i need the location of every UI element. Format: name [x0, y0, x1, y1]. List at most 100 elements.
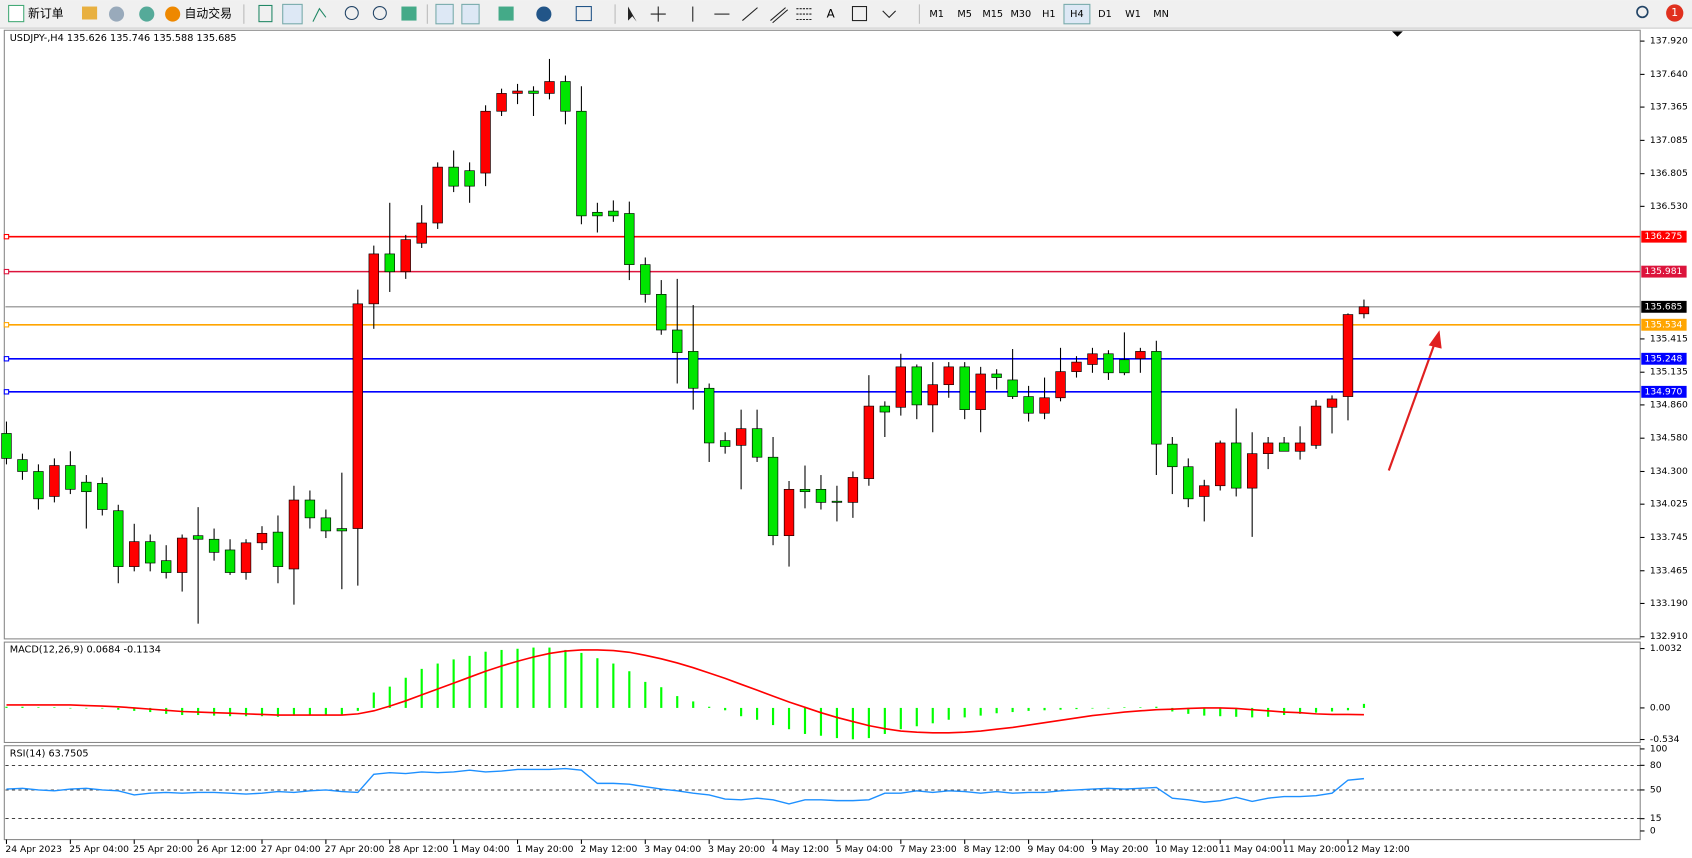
y-tick-label: 135.135 — [1650, 367, 1688, 378]
macd-bar — [899, 707, 902, 730]
tile-windows[interactable] — [401, 6, 417, 21]
indicators[interactable] — [498, 6, 514, 21]
candle-body — [640, 264, 651, 295]
new-order-icon[interactable] — [8, 4, 25, 23]
timeframe-button[interactable]: M15 — [982, 9, 1003, 20]
candle-body — [336, 528, 348, 532]
x-tick-label: 10 May 12:00 — [1155, 844, 1218, 855]
candle-body — [528, 90, 539, 94]
x-tick-label: 25 Apr 20:00 — [133, 844, 193, 855]
macd-bar — [1235, 707, 1238, 717]
new-order-button[interactable]: 新订单 — [28, 7, 64, 21]
cursor-tool[interactable] — [628, 6, 637, 22]
channel-tool[interactable] — [770, 7, 789, 24]
candle-body — [240, 542, 252, 573]
macd-bar — [308, 707, 311, 716]
x-tick-label: 9 May 20:00 — [1091, 844, 1148, 855]
fibo-tool[interactable] — [796, 8, 812, 21]
chart-type-candle[interactable] — [282, 3, 303, 25]
macd-bar — [53, 707, 56, 708]
notification-badge[interactable] — [1666, 4, 1684, 22]
timeframe-button[interactable]: H4 — [1070, 9, 1083, 20]
zoom-out[interactable] — [372, 5, 387, 21]
macd-bar — [21, 706, 24, 708]
candle-body — [783, 488, 795, 537]
auto-trading-icon[interactable] — [165, 6, 181, 22]
level-label: 135.534 — [1645, 319, 1683, 330]
candle-body — [656, 294, 667, 331]
timeframe-button[interactable]: M30 — [1010, 9, 1031, 20]
candle-body — [560, 81, 571, 112]
timeframe-button[interactable]: M5 — [957, 9, 972, 20]
candle-body — [416, 222, 427, 244]
timeframe-button[interactable]: D1 — [1098, 9, 1112, 20]
level-label: 134.970 — [1645, 386, 1683, 397]
toolbar-icon[interactable] — [139, 6, 155, 22]
candle-body — [480, 110, 491, 174]
candle-body — [1310, 405, 1322, 446]
notification-count: 1 — [1671, 6, 1678, 19]
macd-bar — [628, 671, 631, 708]
x-tick-label: 12 May 12:00 — [1347, 844, 1410, 855]
chart-shift[interactable] — [461, 3, 480, 25]
macd-bar — [1059, 707, 1062, 710]
macd-bar — [276, 707, 280, 717]
trendline-tool[interactable] — [742, 7, 758, 21]
macd-bar — [532, 647, 535, 708]
chart-type-bar[interactable] — [258, 4, 273, 23]
y-tick-label: 132.910 — [1650, 631, 1688, 642]
macd-bar — [740, 707, 743, 717]
auto-trading-button[interactable]: 自动交易 — [185, 7, 232, 21]
candle-body — [751, 428, 763, 458]
y-tick-label: 134.025 — [1650, 499, 1688, 510]
candle-body — [1326, 398, 1338, 408]
y-tick-label: 137.640 — [1650, 69, 1688, 80]
timeframe-button[interactable]: M1 — [929, 9, 944, 20]
templates[interactable] — [575, 5, 592, 22]
search[interactable] — [1636, 5, 1649, 19]
y-tick-label: 133.190 — [1650, 598, 1688, 609]
candle-body — [1087, 353, 1098, 365]
level-label-box — [1641, 318, 1687, 331]
macd-bar — [292, 707, 296, 716]
macd-bar — [1314, 707, 1318, 713]
candle-body — [448, 166, 459, 187]
macd-bar — [676, 696, 679, 708]
level-label: 135.981 — [1645, 266, 1683, 277]
macd-bar — [692, 701, 695, 708]
candle-body — [847, 477, 859, 503]
candle-body — [688, 351, 699, 389]
crosshair-tool[interactable] — [650, 6, 666, 22]
candle-body — [1119, 359, 1130, 374]
macd-bar — [484, 651, 487, 708]
toolbar-icon[interactable] — [108, 6, 125, 22]
level-handle — [3, 268, 10, 275]
rsi-title: RSI(14) 63.7505 — [10, 748, 89, 759]
autoscroll[interactable] — [435, 3, 454, 25]
timeframe-button[interactable]: W1 — [1125, 9, 1141, 20]
candle-body — [256, 532, 268, 544]
macd-panel — [3, 641, 1641, 744]
candle-body — [33, 471, 44, 500]
candle-body — [49, 465, 60, 497]
text-tool[interactable]: A — [827, 7, 836, 21]
level-label-box — [1641, 385, 1687, 398]
chart-type-line[interactable] — [312, 7, 327, 22]
arrows-tool[interactable] — [882, 10, 897, 19]
y-tick-label: -0.534 — [1650, 734, 1680, 745]
timeframe-button[interactable]: MN — [1153, 9, 1169, 20]
periods[interactable] — [536, 6, 552, 22]
timeframe-button[interactable]: H1 — [1042, 9, 1055, 20]
y-tick-label: 134.860 — [1650, 399, 1688, 410]
toolbar-icon[interactable] — [82, 6, 98, 20]
x-tick-label: 2 May 12:00 — [580, 844, 637, 855]
zoom-in[interactable] — [344, 5, 359, 21]
macd-bar — [819, 707, 823, 736]
macd-bar — [1107, 707, 1110, 709]
candle-body — [911, 366, 922, 406]
macd-bar — [149, 707, 152, 713]
macd-bar — [867, 707, 870, 739]
candle-body — [464, 170, 475, 187]
candle-body — [576, 110, 587, 217]
label-tool[interactable] — [851, 5, 868, 22]
